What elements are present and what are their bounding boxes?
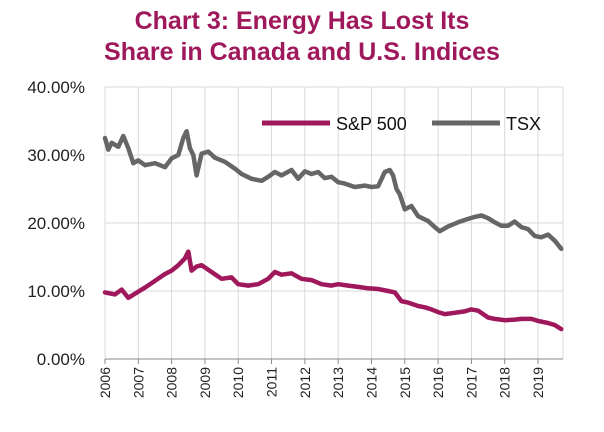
series-line-sp500 [102, 249, 564, 332]
x-tick-label: 2018 [497, 367, 513, 398]
y-tick-label: 10.00% [27, 282, 85, 301]
chart-title: Chart 3: Energy Has Lost Its Share in Ca… [0, 6, 604, 68]
x-tick-label: 2015 [397, 367, 413, 398]
y-tick-label: 30.00% [27, 146, 85, 165]
x-tick-label: 2017 [463, 367, 479, 398]
legend-item-sp500: S&P 500 [262, 114, 407, 134]
legend-label: TSX [506, 114, 541, 134]
x-tick-label: 2014 [363, 367, 379, 398]
y-tick-label: 40.00% [27, 78, 85, 97]
x-tick-label: 2012 [297, 367, 313, 398]
series-line-tsx [102, 128, 564, 252]
axes: 0.00% 10.00% 20.00% 30.00% 40.00% 2006 2007 200… [27, 78, 563, 398]
chart-title-line-1: Chart 3: Energy Has Lost Its [134, 7, 470, 35]
x-tick-label: 2009 [197, 367, 213, 398]
y-tick-label: 20.00% [27, 214, 85, 233]
grid-lines [104, 86, 564, 359]
legend-label: S&P 500 [336, 114, 407, 134]
x-tick-label: 2007 [130, 367, 146, 398]
chart-title-line-2: Share in Canada and U.S. Indices [104, 38, 500, 66]
legend-item-tsx: TSX [432, 114, 541, 134]
x-tick-label: 2011 [264, 367, 280, 397]
y-tick-label: 0.00% [37, 350, 85, 369]
series-lines [102, 128, 564, 332]
legend: S&P 500 TSX [262, 114, 541, 134]
x-tick-label: 2013 [330, 367, 346, 398]
x-tick-label: 2019 [530, 367, 546, 398]
x-tick-label: 2010 [230, 367, 246, 398]
x-tick-label: 2006 [97, 367, 113, 398]
x-tick-label: 2008 [164, 367, 180, 398]
x-tick-label: 2016 [430, 367, 446, 398]
